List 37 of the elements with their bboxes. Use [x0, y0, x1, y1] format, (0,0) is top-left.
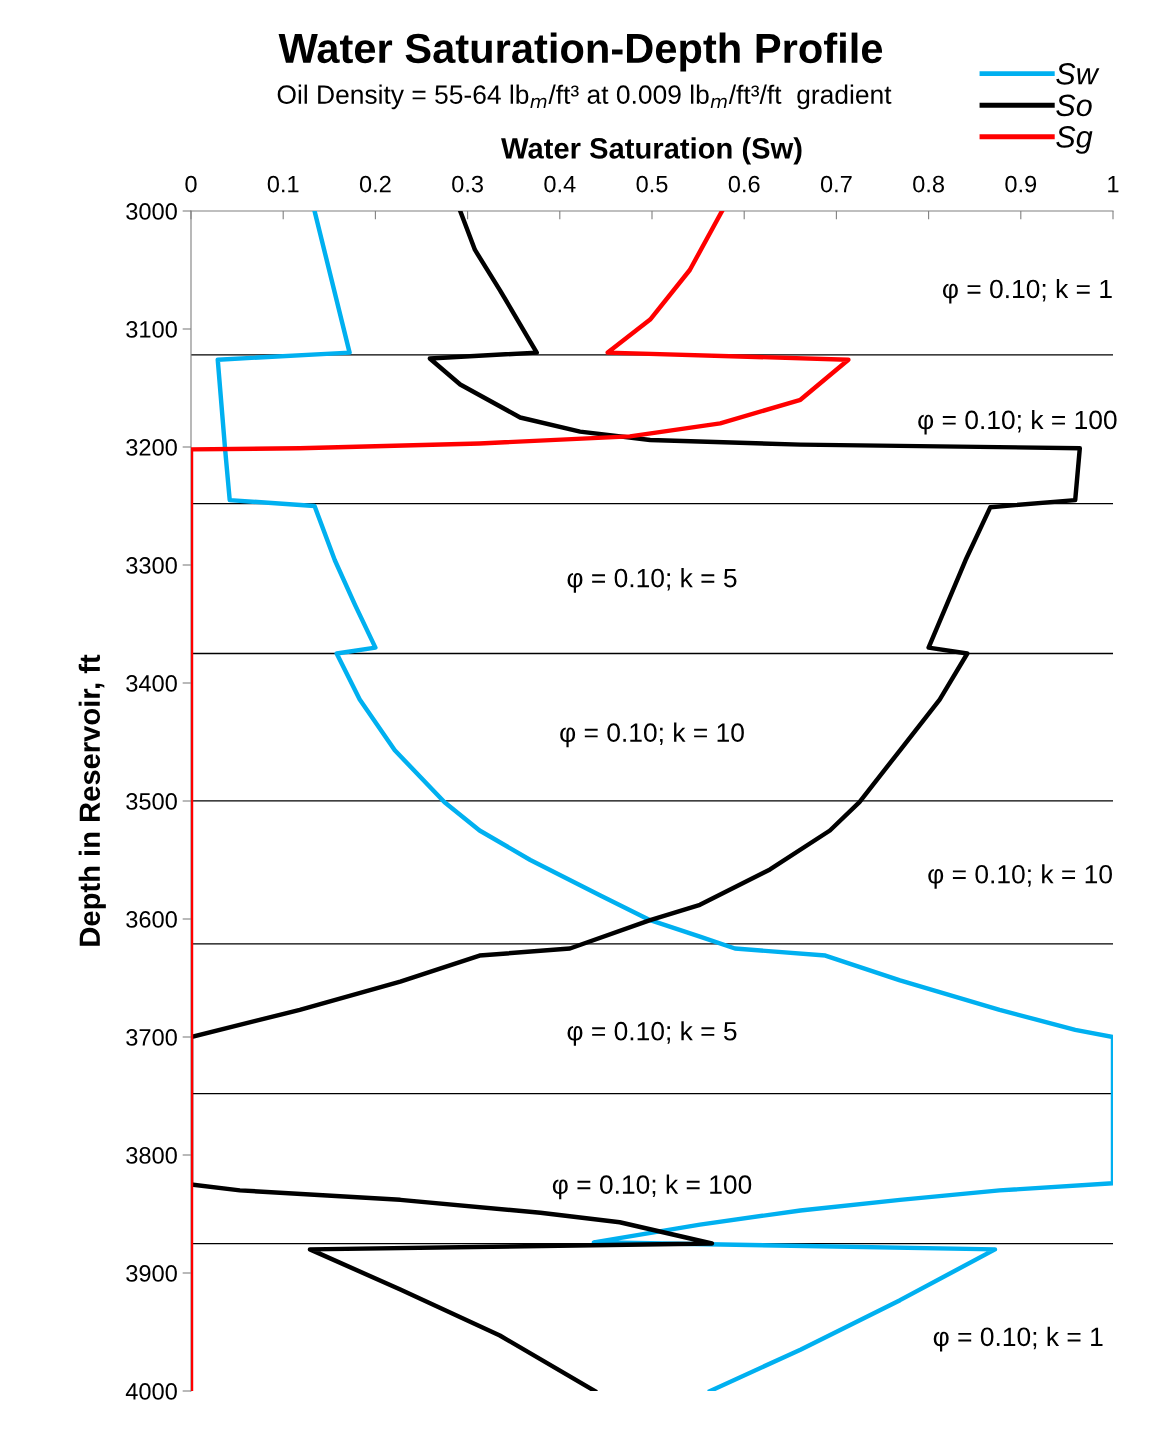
- y-tick-label: 3600: [126, 911, 177, 928]
- x-axis-title: Water Saturation (Sw): [501, 137, 802, 165]
- y-tick-label: 3800: [126, 1147, 177, 1164]
- y-tick-label: 3000: [126, 203, 177, 220]
- chart-title: Water Saturation-Depth Profile: [278, 32, 883, 72]
- y-tick-label: 3500: [126, 793, 177, 810]
- x-tick-label: 0.2: [359, 175, 391, 193]
- y-axis-title: Depth in Reservoir, ft: [78, 654, 106, 946]
- legend-label: Sw: [1056, 63, 1100, 85]
- y-tick-label: 3100: [126, 321, 177, 338]
- x-tick-label: 0.6: [728, 175, 760, 193]
- annotation: φ = 0.10; k = 5: [567, 568, 737, 593]
- annotation: φ = 0.10; k = 10: [928, 864, 1112, 889]
- annotation: φ = 0.10; k = 100: [918, 409, 1117, 435]
- y-tick-label: 3900: [126, 1265, 177, 1282]
- annotation: φ = 0.10; k = 1: [942, 278, 1112, 304]
- y-tick-label: 4000: [125, 1383, 177, 1400]
- x-tick-label: 1: [1108, 175, 1119, 193]
- y-tick-label: 3200: [126, 439, 177, 456]
- annotation: φ = 0.10; k = 5: [567, 1021, 737, 1046]
- legend-label: Sg: [1056, 126, 1093, 154]
- x-tick-label: 0.4: [544, 175, 576, 193]
- x-tick-label: 0.9: [1005, 175, 1037, 193]
- x-tick-label: 0.3: [452, 175, 483, 193]
- annotation: φ = 0.10; k = 100: [552, 1174, 752, 1200]
- x-tick-label: 0.5: [636, 175, 668, 193]
- y-tick-label: 3300: [126, 557, 177, 574]
- x-tick-label: 0.1: [267, 175, 299, 193]
- x-tick-label: 0.7: [820, 175, 852, 193]
- legend-label: So: [1056, 94, 1092, 117]
- y-tick-label: 3400: [126, 675, 177, 692]
- y-tick-label: 3700: [126, 1029, 177, 1046]
- x-tick-label: 0: [185, 175, 197, 193]
- annotation: φ = 0.10; k = 1: [933, 1326, 1103, 1352]
- annotation: φ = 0.10; k = 10: [560, 722, 744, 748]
- chart-subtitle: Oil Density = 55-64 lb$_{m}$/ft³ at 0.009 lb$_{m}$/ft³/ft gradient: [277, 84, 892, 110]
- x-tick-label: 0.8: [913, 175, 944, 193]
